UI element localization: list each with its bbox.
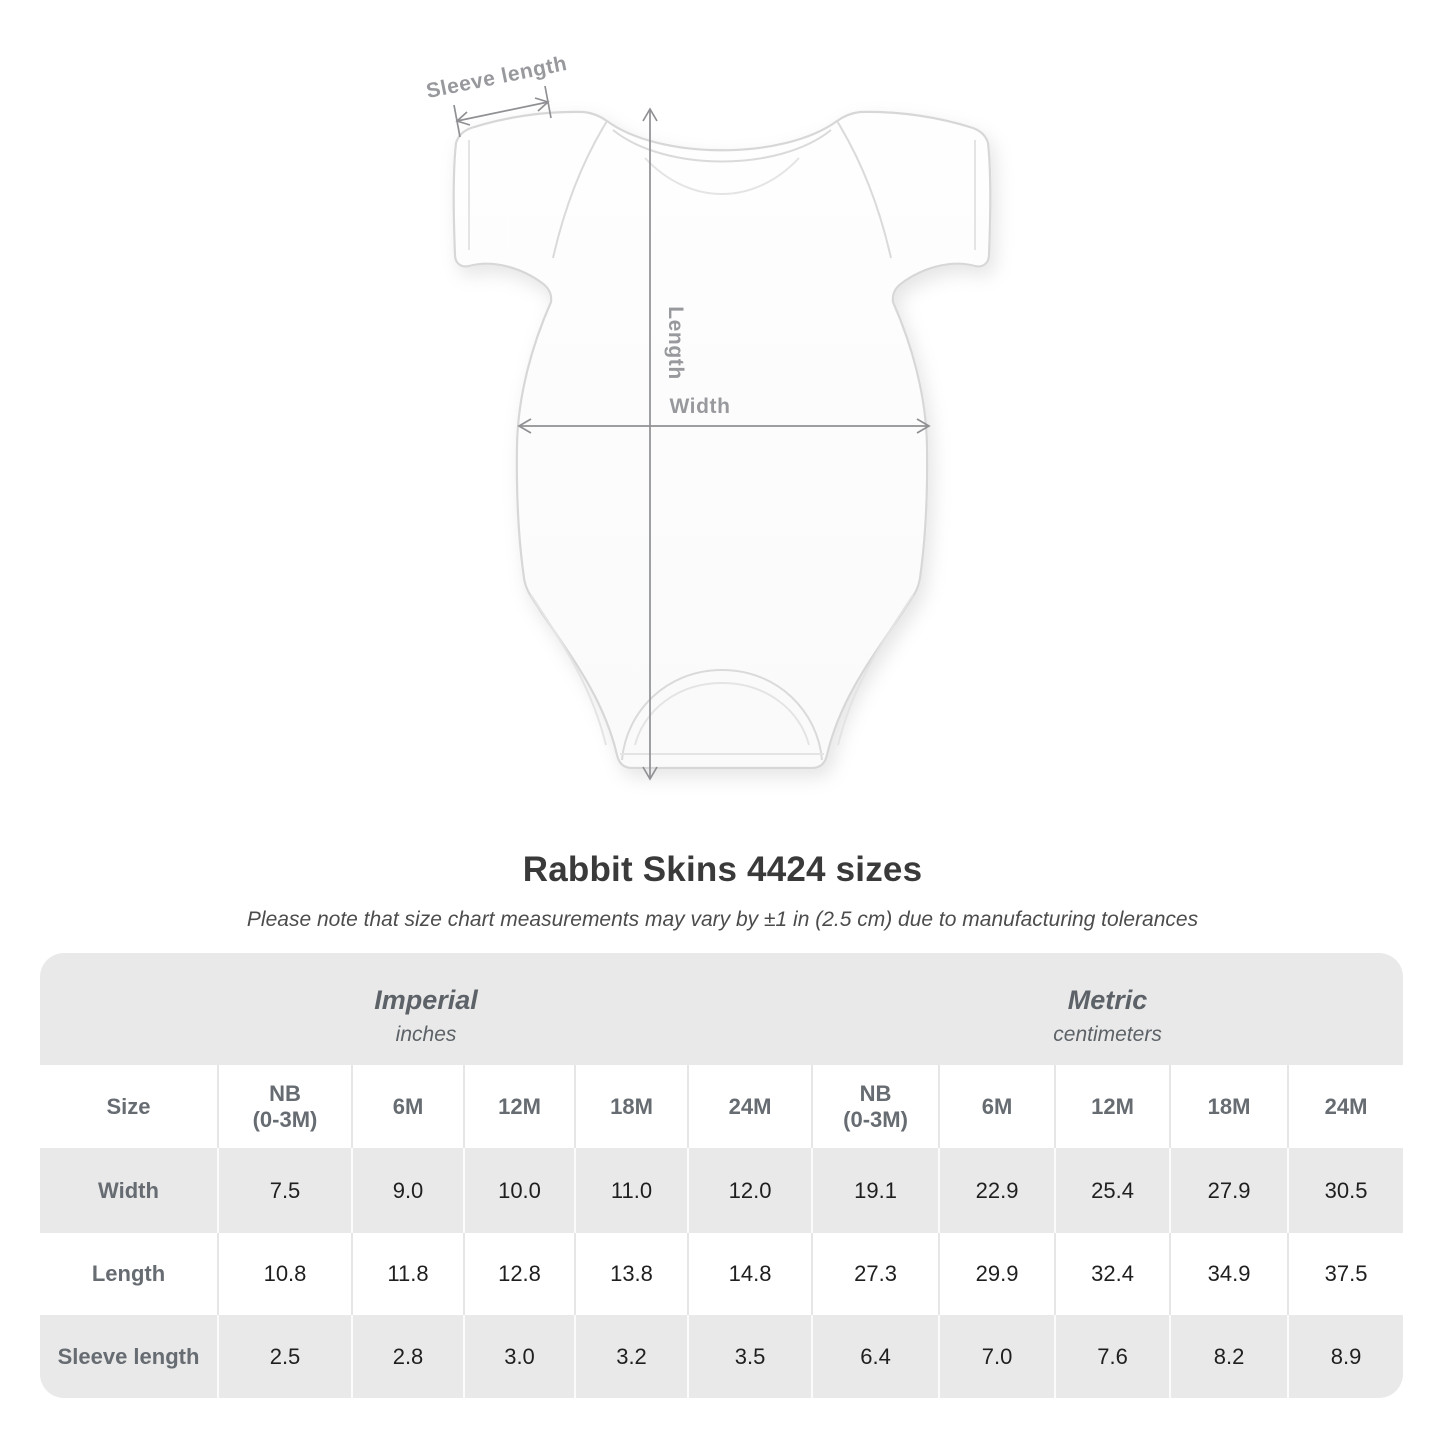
size-table: Imperial inches Metric centimeters Size …: [40, 953, 1403, 1398]
table-row-width: Width 7.5 9.0 10.0 11.0 12.0 19.1 22.9 2…: [40, 1148, 1403, 1233]
length-label: Length: [664, 306, 687, 380]
table-cell: 13.8: [574, 1233, 688, 1315]
onesie-illustration: Sleeve length Length Width: [424, 55, 992, 781]
table-cell: 37.5: [1287, 1233, 1403, 1315]
size-corner-label: Size: [106, 1093, 151, 1119]
table-cell: 25.4: [1054, 1148, 1171, 1233]
table-cell: 14.8: [686, 1233, 813, 1315]
table-cell: 11.8: [351, 1233, 464, 1315]
table-cell: 8.2: [1169, 1315, 1289, 1398]
table-cell: 22.9: [938, 1148, 1056, 1233]
table-cell: 12.0: [686, 1148, 813, 1233]
width-label: Width: [669, 395, 730, 418]
size-table-grid: Imperial inches Metric centimeters Size …: [40, 953, 1403, 1398]
imperial-group-title: Imperial: [374, 984, 478, 1015]
table-cell: 8.9: [1287, 1315, 1403, 1398]
unit-group-metric: Metric centimeters: [812, 953, 1403, 1065]
length-arrow: [642, 107, 658, 781]
table-cell: 3.2: [574, 1315, 688, 1398]
imperial-group-unit: inches: [395, 1022, 457, 1046]
table-cell: 27.9: [1169, 1148, 1289, 1233]
page-title: Rabbit Skins 4424 sizes: [522, 850, 923, 889]
row-label: Length: [91, 1261, 166, 1286]
unit-group-imperial: Imperial inches: [40, 953, 812, 1065]
table-cell: 10.0: [463, 1148, 575, 1233]
table-cell: 2.8: [351, 1315, 464, 1398]
table-cell: 7.0: [938, 1315, 1056, 1398]
unit-group-row: Imperial inches Metric centimeters: [40, 953, 1403, 1065]
column-header: 18M: [574, 1065, 688, 1148]
row-label: Sleeve length: [57, 1343, 200, 1369]
table-cell: 10.8: [217, 1233, 352, 1315]
row-label: Width: [98, 1177, 159, 1203]
column-header: 24M: [1287, 1065, 1403, 1148]
onesie-body: [452, 110, 992, 770]
table-cell: 34.9: [1169, 1233, 1289, 1315]
column-header: NB (0-3M): [217, 1065, 352, 1148]
metric-group-unit: centimeters: [1053, 1022, 1162, 1046]
table-cell: 9.0: [351, 1148, 464, 1233]
column-header: 18M: [1169, 1065, 1289, 1148]
table-cell: 6.4: [811, 1315, 940, 1398]
column-header: 12M: [463, 1065, 575, 1148]
table-cell: 7.6: [1054, 1315, 1171, 1398]
table-row-length: Length 10.8 11.8 12.8 13.8 14.8 27.3 29.…: [40, 1233, 1403, 1315]
onesie-details: [468, 120, 976, 761]
size-header-row: Size NB (0-3M) 6M 12M 18M 24M NB (0-3M) …: [40, 1065, 1403, 1148]
sleeve-length-arrow: [453, 85, 552, 138]
table-cell: 19.1: [811, 1148, 940, 1233]
table-row-sleeve-length: Sleeve length 2.5 2.8 3.0 3.2 3.5 6.4 7.…: [40, 1315, 1403, 1398]
table-cell: 2.5: [217, 1315, 352, 1398]
table-cell: 30.5: [1287, 1148, 1403, 1233]
width-arrow: [517, 418, 931, 434]
table-cell: 27.3: [811, 1233, 940, 1315]
column-header: 24M: [686, 1065, 813, 1148]
table-cell: 3.0: [463, 1315, 575, 1398]
table-cell: 3.5: [686, 1315, 813, 1398]
column-header: 6M: [938, 1065, 1056, 1148]
column-header: 12M: [1054, 1065, 1171, 1148]
product-measurement-diagram: Sleeve length Length Width: [400, 55, 1060, 825]
tolerance-note: Please note that size chart measurements…: [246, 908, 1199, 931]
table-cell: 12.8: [463, 1233, 575, 1315]
column-header: 6M: [351, 1065, 464, 1148]
metric-group-title: Metric: [1067, 984, 1148, 1015]
table-cell: 29.9: [938, 1233, 1056, 1315]
column-header: NB (0-3M): [811, 1065, 940, 1148]
table-cell: 32.4: [1054, 1233, 1171, 1315]
table-cell: 7.5: [217, 1148, 352, 1233]
table-cell: 11.0: [574, 1148, 688, 1233]
